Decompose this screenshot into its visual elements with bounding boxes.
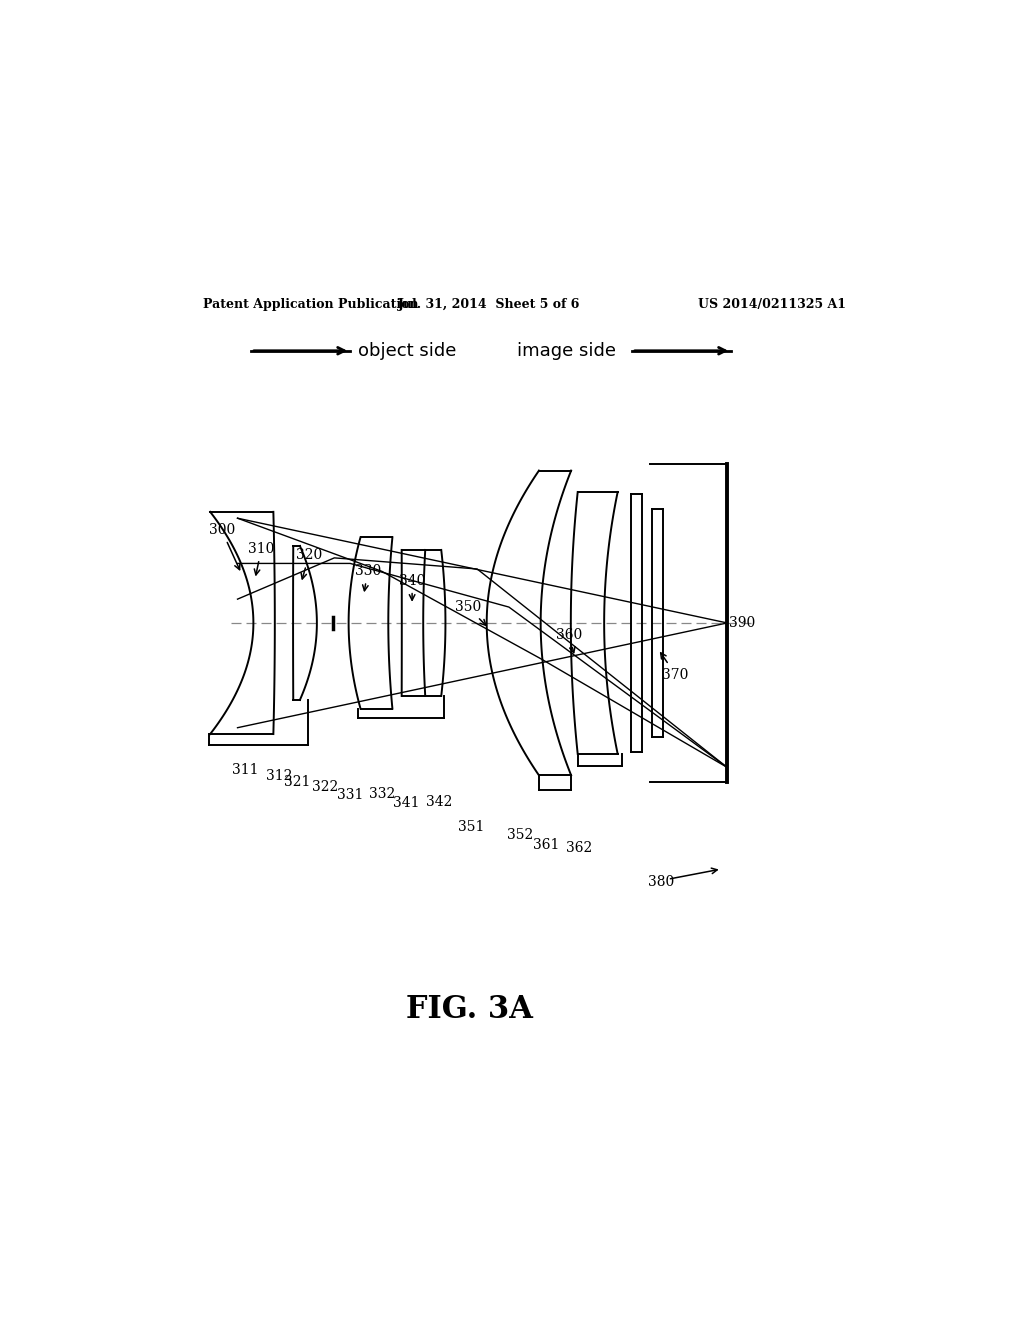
Text: 312: 312 xyxy=(265,770,292,783)
Text: 361: 361 xyxy=(534,838,559,853)
Text: 330: 330 xyxy=(354,565,381,591)
Text: 300: 300 xyxy=(209,523,240,570)
Text: 341: 341 xyxy=(392,796,419,810)
Text: 320: 320 xyxy=(296,549,323,579)
Text: Jul. 31, 2014  Sheet 5 of 6: Jul. 31, 2014 Sheet 5 of 6 xyxy=(398,298,581,312)
Text: 370: 370 xyxy=(660,653,689,681)
Text: 352: 352 xyxy=(507,828,534,842)
Text: Patent Application Publication: Patent Application Publication xyxy=(204,298,419,312)
Text: image side: image side xyxy=(517,342,615,360)
Text: 351: 351 xyxy=(458,820,484,834)
Text: 322: 322 xyxy=(311,780,338,795)
Text: 340: 340 xyxy=(399,574,425,601)
Text: US 2014/0211325 A1: US 2014/0211325 A1 xyxy=(698,298,846,312)
Text: 331: 331 xyxy=(337,788,364,803)
Text: 310: 310 xyxy=(248,543,274,576)
Text: 332: 332 xyxy=(369,787,395,800)
Text: 342: 342 xyxy=(426,795,453,809)
Text: 311: 311 xyxy=(232,763,259,776)
Text: object side: object side xyxy=(358,342,457,360)
Text: 350: 350 xyxy=(455,601,486,626)
Text: 321: 321 xyxy=(284,775,310,788)
Text: 390: 390 xyxy=(729,616,756,630)
Text: 362: 362 xyxy=(565,841,592,854)
Text: 380: 380 xyxy=(648,875,675,890)
Text: FIG. 3A: FIG. 3A xyxy=(406,994,532,1024)
Text: 360: 360 xyxy=(556,628,583,652)
